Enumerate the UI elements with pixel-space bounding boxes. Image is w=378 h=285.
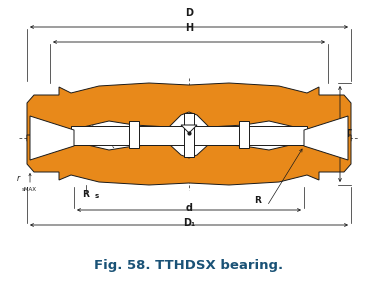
Polygon shape: [27, 83, 351, 141]
Text: s: s: [95, 193, 99, 199]
Text: R: R: [82, 190, 89, 199]
Text: Fig. 58. TTHDSX bearing.: Fig. 58. TTHDSX bearing.: [94, 258, 284, 272]
Text: d: d: [186, 203, 192, 213]
Text: D₁: D₁: [183, 218, 195, 228]
Text: T: T: [345, 129, 352, 139]
Text: D: D: [185, 8, 193, 18]
Polygon shape: [71, 126, 307, 145]
Text: R: R: [254, 196, 261, 205]
Text: r: r: [16, 174, 20, 183]
Text: sMAX: sMAX: [22, 187, 37, 192]
Polygon shape: [239, 121, 249, 148]
Polygon shape: [304, 116, 348, 160]
Text: H: H: [185, 23, 193, 33]
Polygon shape: [27, 135, 351, 185]
Polygon shape: [30, 116, 74, 160]
Bar: [184, 113, 194, 157]
Polygon shape: [129, 121, 139, 148]
Polygon shape: [181, 125, 197, 133]
